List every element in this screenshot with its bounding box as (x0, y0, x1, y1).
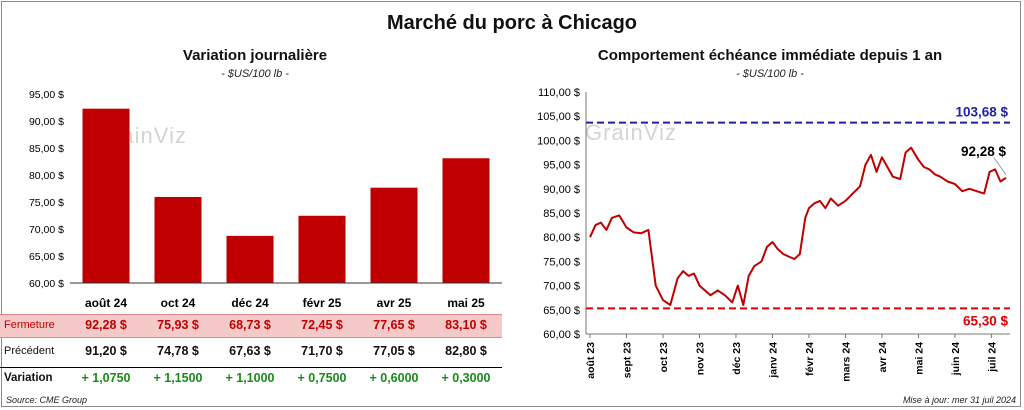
y-tick-label: 75,00 $ (29, 197, 64, 209)
x-tick-label: oct 24 (161, 296, 196, 310)
bar (82, 108, 130, 283)
max-reference-label: 103,68 $ (955, 105, 1008, 120)
page-title: Marché du porc à Chicago (386, 12, 638, 34)
y-tick-label: 75,00 $ (543, 256, 580, 268)
variation-label: Variation (4, 372, 53, 384)
source-note: Source: CME Group (6, 395, 88, 405)
y-tick-label: 70,00 $ (543, 281, 580, 293)
update-note: Mise à jour: mer 31 juil 2024 (902, 395, 1016, 405)
price-series-line (589, 146, 1007, 306)
bar (226, 235, 274, 283)
x-tick-label: janv 24 (767, 342, 779, 379)
close-value: 72,45 $ (301, 318, 343, 332)
y-tick-label: 105,00 $ (537, 111, 580, 123)
close-value: 68,73 $ (229, 318, 271, 332)
x-tick-label: déc 24 (231, 296, 269, 310)
x-tick-label: juin 24 (950, 342, 962, 376)
previous-value: 77,05 $ (373, 344, 415, 358)
y-tick-label: 95,00 $ (29, 89, 64, 101)
last-value-leader (993, 157, 1007, 176)
close-value: 92,28 $ (85, 318, 127, 332)
x-tick-label: juil 24 (986, 342, 998, 373)
bar-chart-unit: - $US/100 lb - (221, 68, 289, 80)
close-value: 75,93 $ (157, 318, 199, 332)
y-tick-label: 65,00 $ (543, 305, 580, 317)
close-value: 77,65 $ (373, 318, 415, 332)
close-row: Fermeture 92,28 $ 75,93 $ 68,73 $ 72,45 $ 77… (0, 314, 502, 338)
x-tick-label: févr 25 (303, 296, 342, 310)
x-tick-label: avr 25 (377, 296, 412, 310)
y-tick-label: 100,00 $ (537, 135, 580, 147)
x-tick-label: mars 24 (840, 342, 852, 382)
x-tick-label: mai 25 (447, 296, 485, 310)
line-chart-unit: - $US/100 lb - (736, 68, 804, 80)
variation-row: Variation + 1,0750 + 1,1500 + 1,1000 + 0,75… (0, 367, 502, 392)
y-tick-label: 85,00 $ (543, 208, 580, 220)
line-chart-title: Comportement échéance immédiate depuis 1… (597, 47, 943, 64)
x-tick-label: déc 23 (731, 342, 743, 375)
x-tick-label: mai 24 (913, 342, 925, 375)
x-tick-label: oct 23 (658, 342, 670, 373)
y-tick-label: 65,00 $ (29, 251, 64, 263)
y-tick-label: 60,00 $ (29, 278, 64, 290)
variation-value: + 1,1500 (153, 371, 203, 385)
y-tick-label: 95,00 $ (543, 160, 580, 172)
variation-value: + 0,7500 (297, 371, 347, 385)
close-label: Fermeture (4, 319, 55, 331)
bar (298, 215, 346, 283)
variation-value: + 0,6000 (369, 371, 419, 385)
y-tick-label: 60,00 $ (543, 329, 580, 341)
previous-value: 82,80 $ (445, 344, 487, 358)
x-tick-label: nov 23 (694, 342, 706, 375)
y-tick-label: 90,00 $ (543, 184, 580, 196)
bar-chart-title: Variation journalière (182, 47, 328, 64)
bar (442, 158, 490, 283)
previous-value: 71,70 $ (301, 344, 343, 358)
x-tick-label: sept 23 (621, 342, 633, 378)
x-tick-label: avr 24 (877, 342, 889, 373)
close-value: 83,10 $ (445, 318, 487, 332)
y-tick-label: 110,00 $ (538, 87, 580, 99)
bar (370, 187, 418, 283)
variation-value: + 1,0750 (81, 371, 131, 385)
x-tick-label: août 24 (85, 296, 127, 310)
previous-label: Précédent (4, 345, 55, 357)
y-tick-label: 80,00 $ (29, 170, 64, 182)
y-tick-label: 85,00 $ (29, 143, 64, 155)
y-tick-label: 70,00 $ (29, 224, 64, 236)
y-tick-label: 80,00 $ (543, 232, 580, 244)
variation-value: + 0,3000 (441, 371, 491, 385)
previous-value: 91,20 $ (85, 344, 127, 358)
x-tick-label: févr 24 (804, 342, 816, 376)
y-tick-label: 90,00 $ (29, 116, 64, 128)
bar (154, 196, 202, 283)
previous-row: Précédent 91,20 $ 74,78 $ 67,63 $ 71,70 $ 77… (0, 341, 502, 363)
min-reference-label: 65,30 $ (963, 313, 1009, 328)
x-tick-label: août 23 (585, 342, 597, 379)
variation-value: + 1,1000 (225, 371, 275, 385)
previous-value: 67,63 $ (229, 344, 271, 358)
line-chart: GrainViz 60,00 $ 65,00 $ 70,00 $ 75,00 $ 80,0… (537, 87, 1010, 382)
watermark-text: GrainViz (585, 120, 677, 145)
previous-value: 74,78 $ (157, 344, 199, 358)
last-value-label: 92,28 $ (961, 144, 1007, 159)
